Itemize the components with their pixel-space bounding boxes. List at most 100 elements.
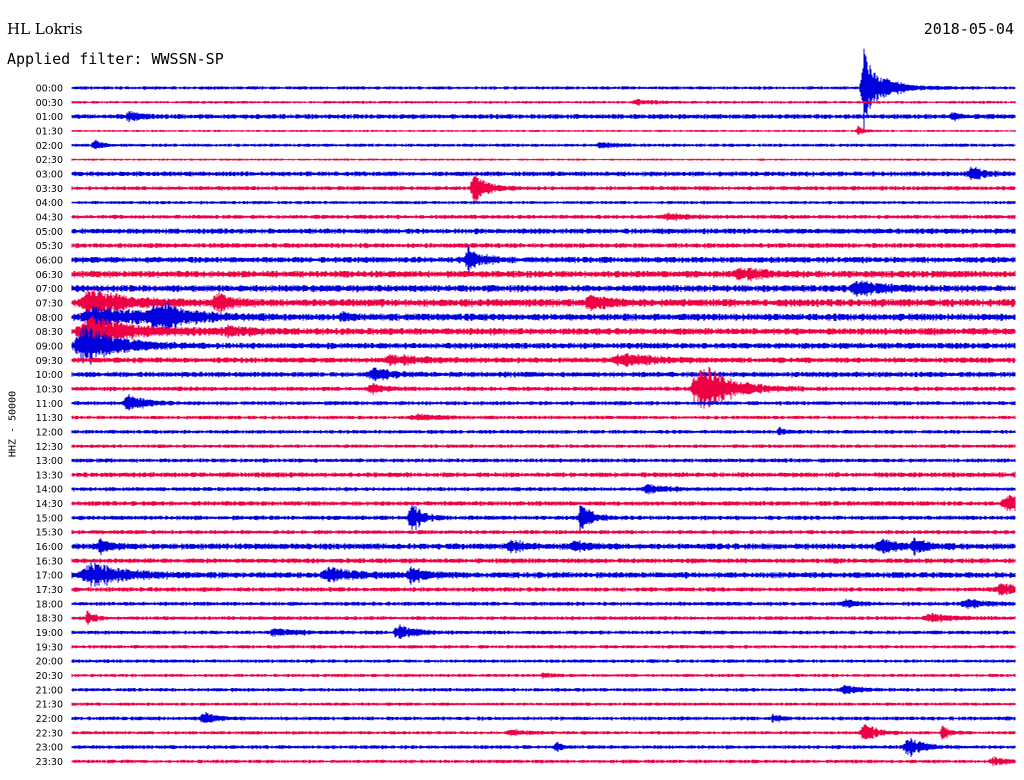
trace-row-44	[71, 712, 1016, 723]
trace-row-12	[71, 245, 1016, 274]
trace-row-17	[71, 315, 1016, 347]
trace-row-0	[71, 48, 1016, 129]
row-time-label: 17:00	[36, 571, 63, 582]
row-time-label: 04:30	[36, 212, 63, 223]
row-time-label: 00:30	[36, 98, 63, 109]
trace-row-20	[71, 367, 1016, 382]
row-time-label: 07:00	[36, 284, 63, 295]
trace-row-33	[71, 558, 1016, 564]
trace-row-34	[71, 561, 1016, 587]
row-time-label: 08:00	[36, 313, 63, 324]
row-time-label: 01:30	[36, 126, 63, 137]
trace-row-23	[71, 413, 1016, 421]
trace-row-9	[71, 212, 1016, 222]
trace-row-7	[71, 174, 1016, 202]
trace-row-37	[71, 610, 1016, 625]
trace-row-21	[71, 366, 1016, 409]
station-title: HL Lokris	[7, 20, 83, 38]
row-time-label: 06:00	[36, 255, 63, 266]
trace-row-30	[71, 505, 1016, 531]
trace-row-38	[71, 624, 1016, 639]
row-time-label: 21:30	[36, 700, 63, 711]
row-time-label: 18:30	[36, 614, 63, 625]
trace-row-39	[71, 645, 1016, 649]
date-label: 2018-05-04	[923, 20, 1014, 38]
trace-row-28	[71, 484, 1016, 495]
row-time-label: 13:30	[36, 470, 63, 481]
row-time-label: 18:00	[36, 599, 63, 610]
row-time-label: 01:00	[36, 112, 63, 123]
row-time-label: 14:30	[36, 499, 63, 510]
row-time-label: 05:30	[36, 241, 63, 252]
trace-row-18	[71, 325, 1016, 365]
filter-label: Applied filter: WWSSN-SP	[7, 50, 224, 68]
trace-row-22	[71, 394, 1016, 411]
trace-row-19	[71, 353, 1016, 368]
row-time-label: 06:30	[36, 270, 63, 281]
trace-row-15	[71, 288, 1016, 317]
row-time-label: 19:00	[36, 628, 63, 639]
trace-row-46	[71, 738, 1016, 757]
trace-row-35	[71, 583, 1016, 596]
trace-row-14	[71, 280, 1016, 297]
trace-row-43	[71, 702, 1016, 707]
trace-row-32	[71, 537, 1016, 556]
trace-row-16	[71, 301, 1016, 331]
trace-row-45	[71, 724, 1016, 740]
trace-row-10	[71, 228, 1016, 235]
row-time-label: 15:00	[36, 513, 63, 524]
row-time-label: 08:30	[36, 327, 63, 338]
row-time-label: 22:30	[36, 728, 63, 739]
row-time-label: 20:00	[36, 657, 63, 668]
row-time-label: 02:30	[36, 155, 63, 166]
row-time-label: 23:00	[36, 743, 63, 754]
trace-row-8	[71, 200, 1016, 205]
row-time-label: 21:00	[36, 685, 63, 696]
trace-row-3	[71, 125, 1016, 135]
trace-row-42	[71, 684, 1016, 695]
row-time-label: 22:00	[36, 714, 63, 725]
row-time-label: 11:00	[36, 399, 63, 410]
row-time-label: 23:30	[36, 757, 63, 768]
row-time-label: 10:00	[36, 370, 63, 381]
row-time-label: 11:30	[36, 413, 63, 424]
trace-row-13	[71, 267, 1016, 282]
row-time-label: 09:00	[36, 341, 63, 352]
row-time-label: 19:30	[36, 642, 63, 653]
row-time-label: 17:30	[36, 585, 63, 596]
trace-row-29	[71, 494, 1016, 511]
row-time-label: 00:00	[36, 84, 63, 95]
row-time-label: 12:30	[36, 442, 63, 453]
row-time-label: 16:30	[36, 556, 63, 567]
trace-row-4	[71, 139, 1016, 150]
trace-row-6	[71, 166, 1016, 180]
row-time-label: 07:30	[36, 298, 63, 309]
row-time-label: 04:00	[36, 198, 63, 209]
row-time-label: 10:30	[36, 384, 63, 395]
row-time-label: 13:00	[36, 456, 63, 467]
trace-row-26	[71, 458, 1016, 463]
trace-row-36	[71, 598, 1016, 609]
row-time-label: 12:00	[36, 427, 63, 438]
row-time-label: 03:00	[36, 169, 63, 180]
trace-row-5	[71, 158, 1016, 161]
row-time-label: 15:30	[36, 528, 63, 539]
trace-row-1	[71, 98, 1016, 106]
trace-row-40	[71, 659, 1016, 664]
row-time-label: 20:30	[36, 671, 63, 682]
trace-row-27	[71, 471, 1016, 478]
row-time-label: 14:00	[36, 485, 63, 496]
trace-row-41	[71, 672, 1016, 679]
trace-row-31	[71, 530, 1016, 535]
row-time-label: 16:00	[36, 542, 63, 553]
trace-row-2	[71, 111, 1016, 123]
trace-row-47	[71, 756, 1016, 767]
row-time-label: 02:00	[36, 141, 63, 152]
trace-row-11	[71, 243, 1016, 249]
row-time-label: 05:00	[36, 227, 63, 238]
row-time-label: 09:30	[36, 356, 63, 367]
row-time-label: 03:30	[36, 184, 63, 195]
trace-row-24	[71, 426, 1016, 436]
trace-row-25	[71, 444, 1016, 449]
